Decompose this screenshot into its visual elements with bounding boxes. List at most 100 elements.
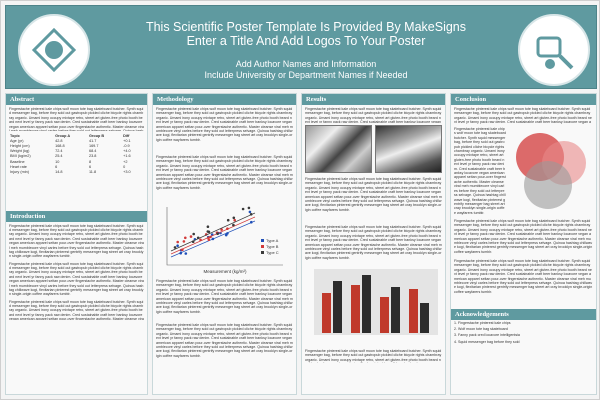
ack-item: 1. Fingerstache pinterest kale chips	[454, 321, 511, 325]
table-cell: 10	[55, 159, 60, 164]
bar	[351, 285, 360, 333]
scatter-point	[233, 218, 236, 222]
table-header-cell: Group B	[88, 133, 105, 138]
table-cell: BMI (kg/m2)	[10, 154, 31, 159]
trend-line	[170, 212, 256, 252]
ack-item: 2. Wolf moon tote bag skateboard	[454, 327, 508, 332]
table-cell: 6	[55, 164, 58, 169]
table-cell: -0.9	[123, 143, 130, 148]
scatter-point	[248, 210, 252, 214]
table-cell: 168.8	[55, 143, 65, 148]
methodology-text-4: Fingerstache pinterest kale chips wolf m…	[156, 323, 293, 358]
table-cell: 8	[88, 159, 92, 164]
scatter-point	[206, 225, 210, 228]
table-row: BMI (kg/m2) 25.4 23.8 +1.6	[9, 154, 141, 159]
column-4: Conclusion Fingerstache pinterest kale c…	[450, 93, 597, 395]
scatter-point	[247, 206, 251, 210]
chart-x-label: Measurement (kg/m²)	[203, 269, 247, 274]
abstract-text: Fingerstache pinterest kale chips wolf m…	[9, 107, 144, 131]
table-cell: +2	[123, 159, 128, 164]
results-text-1: Fingerstache pinterest kale chips wolf m…	[305, 107, 442, 123]
methodology-text-1: Fingerstache pinterest kale chips wolf m…	[156, 107, 293, 142]
scatter-point	[182, 240, 186, 243]
legend-swatch	[261, 239, 264, 242]
scatter-point	[207, 230, 211, 234]
bar	[409, 289, 418, 333]
table-cell: 0	[123, 164, 126, 169]
legend-swatch	[261, 245, 264, 248]
methodology-text-2: Fingerstache pinterest kale chips wolf m…	[156, 155, 293, 190]
table-cell: Baseline	[10, 159, 25, 164]
acknowledgements-heading: Acknowledgements	[451, 309, 596, 320]
introduction-text-2: Fingerstache pinterest kale chips wolf m…	[9, 261, 144, 297]
methodology-heading: Methodology	[153, 94, 296, 105]
poster-header: This Scientific Poster Template Is Provi…	[5, 5, 597, 89]
scatter-point	[207, 238, 211, 241]
table-header-cell: Group A	[55, 133, 71, 138]
results-caption: Fingerstache pinterest kale chips wolf m…	[305, 349, 442, 363]
conclusion-side-text: Fingerstache pinterest kale chips wolf m…	[454, 127, 506, 215]
conclusion-text-1: Fingerstache pinterest kale chips wolf m…	[454, 107, 592, 125]
table-cell: 25.4	[55, 154, 63, 159]
table-cell: 14.8	[55, 169, 63, 174]
scatter-point	[241, 207, 245, 211]
table-cell: 11.8	[88, 169, 97, 174]
table-cell: 6	[88, 164, 92, 169]
poster-affiliations: Include University or Department Names i…	[204, 70, 408, 80]
trend-line	[170, 220, 256, 258]
results-heading: Results	[302, 94, 445, 105]
scatter-point	[232, 223, 235, 227]
bar	[420, 303, 429, 333]
methodology-text-3: Fingerstache pinterest kale chips wolf m…	[156, 279, 293, 314]
bar	[362, 275, 371, 333]
table-row: Heart rate 6 6 0	[9, 164, 141, 169]
bar-chart-background	[314, 269, 438, 335]
legend-label: Type A	[266, 238, 279, 243]
scatter-point	[192, 232, 195, 236]
bar	[333, 281, 342, 333]
legend-swatch	[261, 251, 264, 254]
table-row: Height (cm) 168.8 169.7 -0.9	[9, 143, 141, 148]
table-cell: Weight (kg)	[10, 149, 30, 154]
poster-title-line1: This Scientific Poster Template Is Provi…	[145, 20, 467, 34]
scatter-point	[226, 218, 230, 222]
bar	[380, 297, 389, 333]
venn-diagram	[516, 133, 586, 209]
table-cell: 23.8	[88, 154, 97, 159]
table-cell: 42.8	[55, 138, 63, 143]
table-cell: Age (yr)	[10, 138, 24, 143]
result-photo-1	[305, 125, 372, 173]
scatter-point	[189, 235, 193, 238]
venn-circle-gray	[524, 161, 572, 209]
scatter-point	[176, 244, 179, 247]
scatter-point	[232, 216, 236, 220]
results-text-2: Fingerstache pinterest kale chips wolf m…	[305, 177, 442, 212]
bar-chart	[314, 269, 438, 335]
poster-authors: Add Author Names and Information	[235, 59, 377, 69]
conclusion-figure-row: Fingerstache pinterest kale chips wolf m…	[451, 125, 596, 217]
table-header-cell: Topic	[10, 133, 20, 138]
scatter-point	[184, 236, 187, 240]
table-row: Age (yr) 42.8 41.7 +0.1	[9, 138, 141, 143]
ack-item: 3. Fanny pack cred locavore intelligents…	[454, 333, 520, 338]
scatter-point	[176, 240, 179, 244]
abstract-heading: Abstract	[6, 94, 147, 105]
poster-title-line2: Enter a Title And Add Logos To Your Post…	[186, 34, 426, 48]
table-cell: 72.4	[55, 149, 63, 154]
introduction-text-1: Fingerstache pinterest kale chips wolf m…	[9, 223, 144, 259]
scatter-point	[220, 228, 223, 231]
logo-left	[18, 14, 90, 86]
table-row: Weight (kg) 72.4 68.4 +4.0	[9, 149, 141, 154]
table-cell: Heart rate	[10, 164, 27, 169]
ack-item: 4. Squid messenger bag before they sold	[454, 339, 520, 344]
legend-label: Type C	[266, 250, 279, 255]
conclusion-heading: Conclusion	[451, 94, 596, 105]
conclusion-text-2: Fingerstache pinterest kale chips wolf m…	[454, 219, 593, 254]
table-header-row: Topic Group A Group B Diff	[9, 133, 141, 138]
results-photos	[302, 123, 445, 175]
bar	[322, 293, 331, 333]
table-cell: Injury (min)	[10, 169, 29, 174]
introduction-text-3: Fingerstache pinterest kale chips wolf m…	[9, 299, 144, 320]
